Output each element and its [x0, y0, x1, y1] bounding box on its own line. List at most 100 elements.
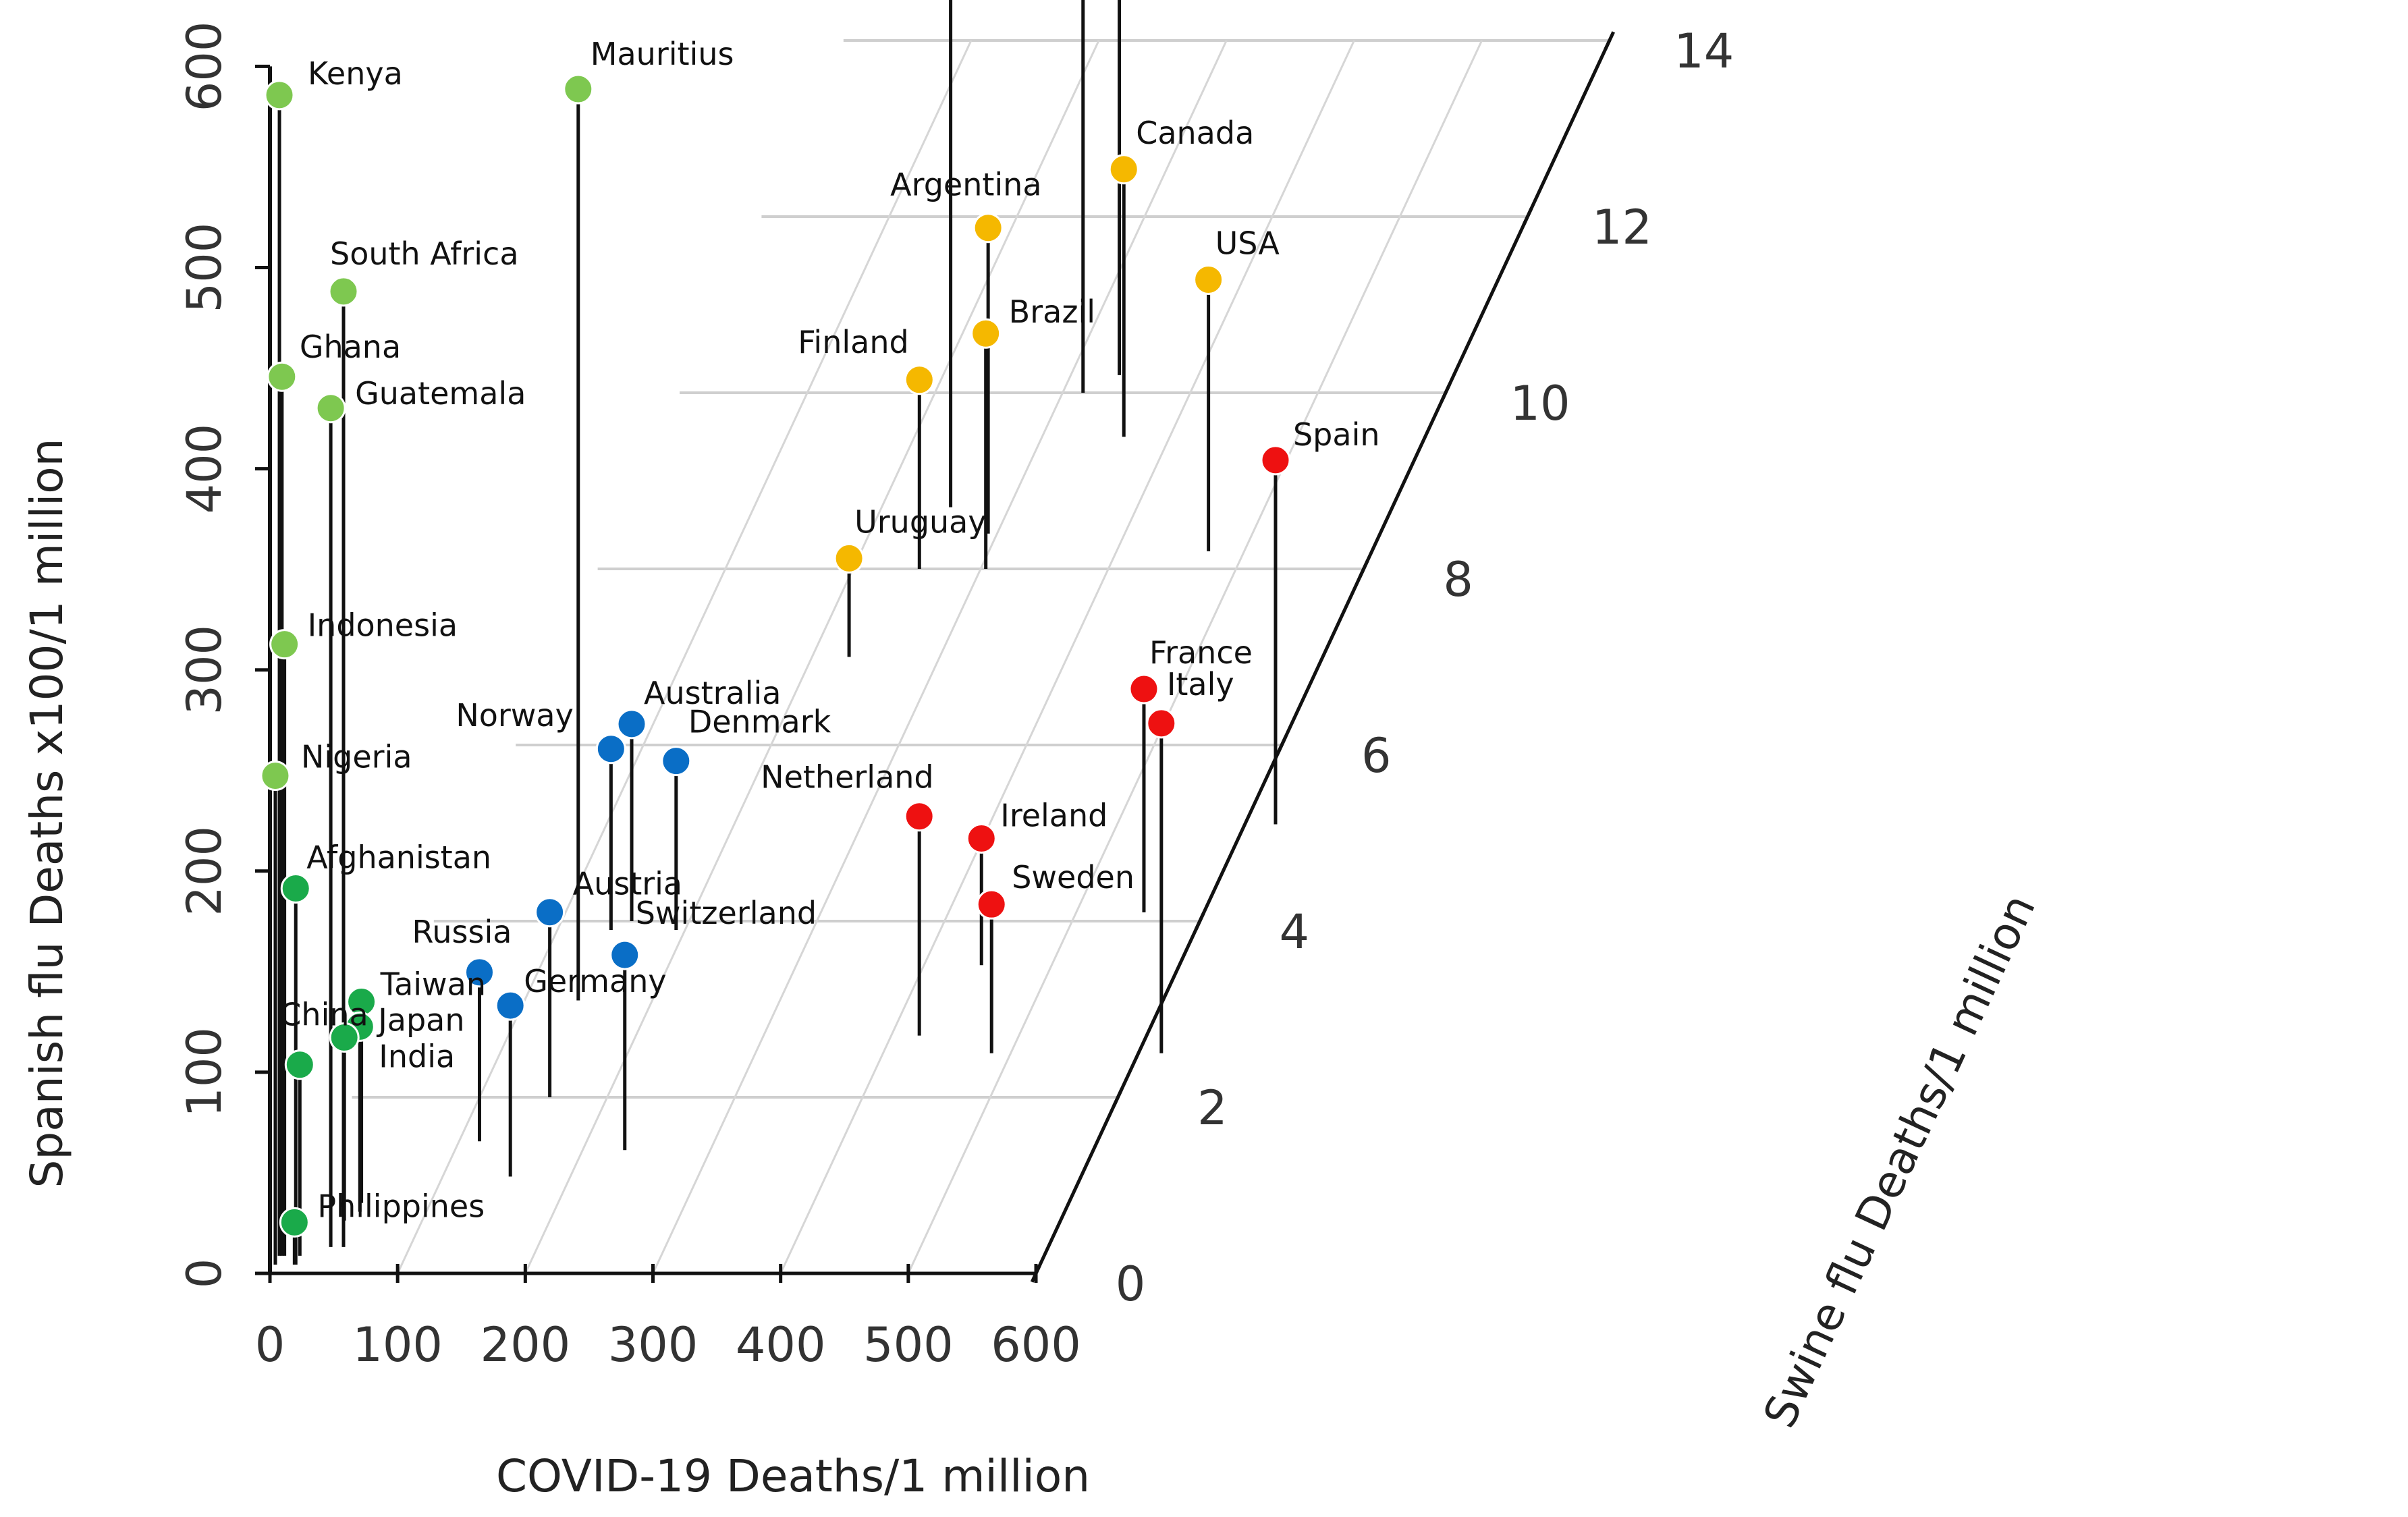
tick-labels: 0 100 200 300 400 500 600 0 2 4 6 8 10 12 14 0 100 200 300…	[177, 22, 1734, 1373]
point-russia	[464, 957, 495, 988]
z-tick-label-600: 600	[177, 22, 232, 112]
point-finland	[904, 364, 935, 395]
point-italy	[1146, 708, 1177, 739]
label-china: China	[279, 997, 368, 1033]
point-netherland	[904, 801, 935, 832]
grid-line-x-200	[524, 40, 1100, 1274]
y-tick-label-14: 14	[1674, 24, 1734, 79]
label-philippines: Philippines	[317, 1188, 485, 1224]
label-indonesia: Indonesia	[308, 607, 458, 644]
x-tick-label-500: 500	[863, 1317, 954, 1373]
label-india: India	[379, 1038, 455, 1074]
point-argentina	[973, 213, 1004, 244]
label-australia: Australia	[644, 675, 781, 711]
x-tick-label-100: 100	[352, 1317, 443, 1373]
y-tick-mark-2	[1112, 1088, 1124, 1107]
y-axis-title: Swine flu Deaths/1 million	[1753, 887, 2046, 1435]
label-russia: Russia	[412, 914, 512, 950]
y-tick-label-10: 10	[1510, 376, 1570, 431]
y-tick-mark-0	[1030, 1264, 1042, 1283]
point-france	[1128, 673, 1159, 705]
label-canada: Canada	[1136, 115, 1254, 151]
z-tick-label-400: 400	[177, 424, 232, 514]
point-ghana	[267, 361, 298, 392]
y-axis-line	[1034, 39, 1612, 1275]
label-germany: Germany	[524, 963, 666, 999]
y-tick-mark-12	[1522, 207, 1533, 226]
label-austria: Austria	[573, 866, 683, 902]
label-ghana: Ghana	[300, 329, 401, 365]
z-tick-label-100: 100	[177, 1027, 232, 1118]
label-south-africa: South Africa	[330, 236, 519, 272]
label-denmark: Denmark	[688, 704, 831, 740]
y-tick-mark-10	[1440, 383, 1452, 402]
label-italy: Italy	[1167, 666, 1234, 702]
data-points	[260, 74, 1291, 1238]
label-france: France	[1149, 634, 1253, 671]
x-tick-label-200: 200	[481, 1317, 571, 1373]
label-spain: Spain	[1293, 416, 1380, 453]
point-australia	[616, 709, 647, 740]
y-tick-mark-8	[1358, 559, 1369, 578]
label-mauritius: Mauritius	[591, 36, 734, 72]
point-china	[284, 1049, 315, 1080]
label-kenya: Kenya	[308, 55, 403, 92]
y-tick-label-0: 0	[1116, 1257, 1146, 1312]
y-tick-label-8: 8	[1443, 552, 1473, 607]
label-ireland: Ireland	[1000, 797, 1107, 833]
point-mauritius	[563, 74, 594, 105]
grid-line-x-100	[396, 40, 973, 1274]
y-tick-mark-6	[1276, 736, 1288, 754]
point-uruguay	[833, 543, 865, 574]
point-ireland	[966, 823, 997, 854]
point-indonesia	[269, 629, 300, 660]
y-tick-mark-4	[1194, 912, 1205, 931]
label-switzerland: Switzerland	[636, 895, 817, 931]
point-labels: PortugalHungaryCanadaMexicoArgentinaUSAF…	[279, 36, 1380, 1224]
label-japan: Japan	[376, 1001, 464, 1038]
point-afghanistan	[280, 873, 311, 904]
point-south-africa	[328, 276, 359, 307]
grid-line-x-500	[907, 40, 1483, 1274]
x-tick-label-400: 400	[736, 1317, 826, 1373]
point-austria	[535, 897, 566, 928]
point-nigeria	[260, 761, 291, 792]
point-kenya	[264, 80, 295, 111]
label-finland: Finland	[798, 324, 908, 360]
label-usa: USA	[1215, 225, 1280, 261]
y-tick-mark-14	[1604, 31, 1615, 50]
label-sweden: Sweden	[1012, 859, 1134, 895]
point-stems	[273, 0, 1278, 1265]
x-axis-title: COVID-19 Deaths/1 million	[496, 1450, 1090, 1502]
label-nigeria: Nigeria	[301, 739, 412, 775]
grid-line-x-400	[779, 40, 1355, 1274]
grid-line-x-300	[652, 40, 1228, 1274]
z-tick-label-300: 300	[177, 625, 232, 715]
label-argentina: Argentina	[890, 167, 1041, 203]
point-guatemala	[315, 393, 346, 424]
point-usa	[1193, 264, 1224, 295]
point-spain	[1260, 445, 1291, 476]
point-germany	[495, 990, 526, 1021]
label-netherland: Netherland	[761, 759, 933, 796]
z-axis-title: Spanish flu Deaths x100/1 million	[21, 438, 73, 1188]
z-tick-label-0: 0	[177, 1259, 232, 1289]
point-denmark	[661, 746, 692, 777]
point-philippines	[279, 1207, 310, 1238]
point-brazil	[970, 318, 1002, 349]
x-tick-label-300: 300	[608, 1317, 699, 1373]
point-sweden	[976, 889, 1007, 920]
point-switzerland	[609, 939, 640, 970]
axes	[255, 31, 1615, 1283]
label-afghanistan: Afghanistan	[306, 839, 491, 876]
label-brazil: Brazil	[1009, 294, 1095, 330]
z-tick-label-200: 200	[177, 826, 232, 916]
label-norway: Norway	[456, 697, 574, 734]
point-japan	[329, 1022, 360, 1053]
label-uruguay: Uruguay	[854, 503, 987, 540]
x-tick-label-0: 0	[255, 1317, 285, 1373]
y-tick-label-12: 12	[1592, 200, 1652, 255]
y-tick-label-6: 6	[1361, 728, 1392, 783]
point-canada	[1108, 154, 1139, 185]
